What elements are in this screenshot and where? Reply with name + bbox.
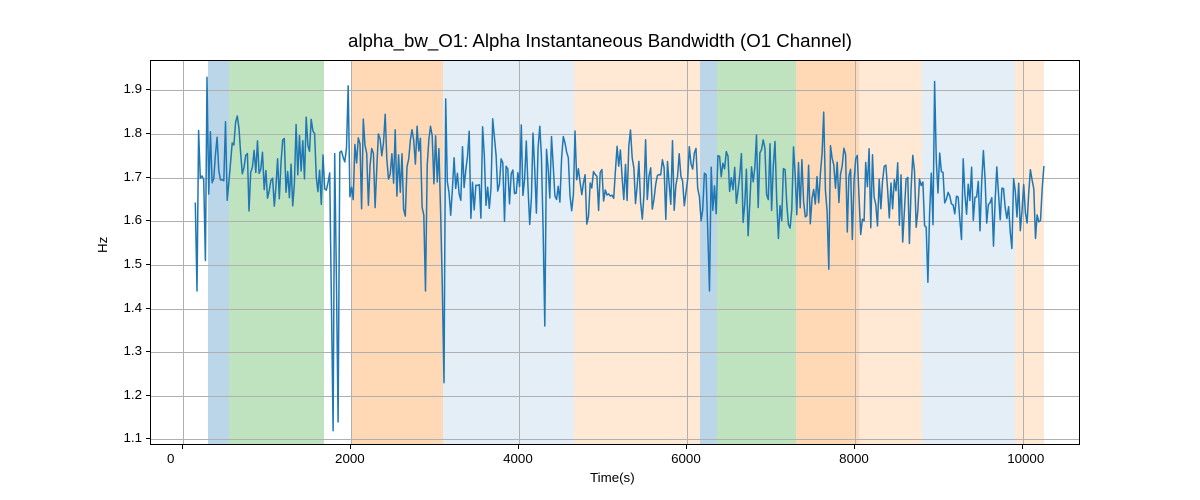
gridline-h bbox=[151, 90, 1079, 91]
span-region bbox=[1015, 61, 1044, 444]
x-tick-mark bbox=[854, 445, 855, 449]
x-tick-mark bbox=[182, 445, 183, 449]
span-region bbox=[717, 61, 797, 444]
gridline-h bbox=[151, 352, 1079, 353]
y-tick-mark bbox=[146, 220, 150, 221]
gridline-h bbox=[151, 439, 1079, 440]
span-region bbox=[443, 61, 573, 444]
x-tick-label: 2000 bbox=[335, 451, 365, 466]
y-tick-label: 1.8 bbox=[123, 125, 142, 140]
y-tick-label: 1.1 bbox=[123, 430, 142, 445]
y-tick-mark bbox=[146, 308, 150, 309]
y-tick-mark bbox=[146, 133, 150, 134]
x-tick-label: 0 bbox=[167, 451, 174, 466]
y-tick-mark bbox=[146, 264, 150, 265]
y-tick-label: 1.2 bbox=[123, 387, 142, 402]
span-region bbox=[859, 61, 922, 444]
figure: alpha_bw_O1: Alpha Instantaneous Bandwid… bbox=[0, 0, 1200, 500]
gridline-v bbox=[183, 61, 184, 444]
gridline-h bbox=[151, 178, 1079, 179]
y-axis-label: Hz bbox=[95, 236, 110, 252]
chart-title: alpha_bw_O1: Alpha Instantaneous Bandwid… bbox=[0, 30, 1200, 52]
y-tick-mark bbox=[146, 438, 150, 439]
gridline-h bbox=[151, 396, 1079, 397]
x-tick-label: 4000 bbox=[503, 451, 533, 466]
gridline-h bbox=[151, 309, 1079, 310]
x-tick-label: 10000 bbox=[1007, 451, 1044, 466]
gridline-h bbox=[151, 265, 1079, 266]
span-region bbox=[574, 61, 700, 444]
x-tick-label: 6000 bbox=[671, 451, 701, 466]
span-region bbox=[351, 61, 443, 444]
x-tick-mark bbox=[1022, 445, 1023, 449]
y-tick-label: 1.3 bbox=[123, 343, 142, 358]
y-tick-label: 1.6 bbox=[123, 212, 142, 227]
y-tick-label: 1.7 bbox=[123, 169, 142, 184]
gridline-h bbox=[151, 134, 1079, 135]
y-tick-label: 1.5 bbox=[123, 256, 142, 271]
x-tick-mark bbox=[350, 445, 351, 449]
x-axis-label: Time(s) bbox=[590, 470, 635, 485]
x-tick-mark bbox=[686, 445, 687, 449]
gridline-v bbox=[351, 61, 352, 444]
gridline-v bbox=[1023, 61, 1024, 444]
y-tick-mark bbox=[146, 351, 150, 352]
span-region bbox=[700, 61, 717, 444]
span-region bbox=[796, 61, 859, 444]
y-tick-mark bbox=[146, 395, 150, 396]
gridline-h bbox=[151, 221, 1079, 222]
y-tick-mark bbox=[146, 89, 150, 90]
gridline-v bbox=[519, 61, 520, 444]
span-region bbox=[229, 61, 324, 444]
y-tick-label: 1.9 bbox=[123, 81, 142, 96]
y-tick-label: 1.4 bbox=[123, 300, 142, 315]
plot-area bbox=[150, 60, 1080, 445]
gridline-v bbox=[687, 61, 688, 444]
span-region bbox=[922, 61, 1014, 444]
span-region bbox=[208, 61, 229, 444]
x-tick-mark bbox=[518, 445, 519, 449]
gridline-v bbox=[855, 61, 856, 444]
x-tick-label: 8000 bbox=[839, 451, 869, 466]
y-tick-mark bbox=[146, 177, 150, 178]
